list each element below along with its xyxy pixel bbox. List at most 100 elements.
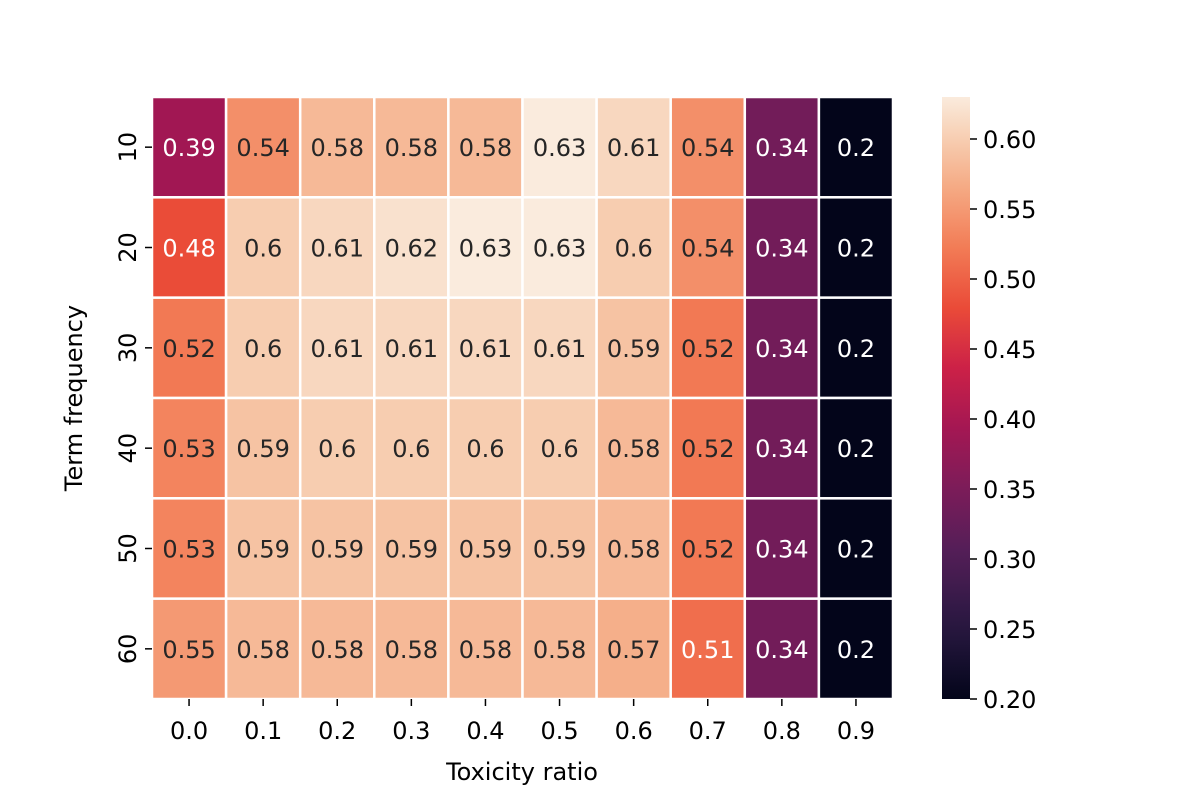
cell-value-label: 0.53 <box>162 435 215 463</box>
cell-value-label: 0.59 <box>311 536 364 564</box>
heatmap-cell <box>373 196 450 299</box>
y-tick-label: 30 <box>114 333 142 364</box>
heatmap-cell <box>224 95 302 199</box>
heatmap-cell <box>150 396 228 500</box>
cell-value-label: 0.54 <box>681 235 734 263</box>
cell-value-label: 0.57 <box>607 636 660 664</box>
cell-value-label: 0.6 <box>466 435 504 463</box>
heatmap-cell <box>224 196 302 299</box>
cell-value-label: 0.2 <box>837 335 875 363</box>
y-tick-label: 20 <box>114 232 142 263</box>
heatmap-cell <box>595 396 672 500</box>
colorbar-tick-label: 0.45 <box>983 336 1036 364</box>
cell-value-label: 0.63 <box>459 235 512 263</box>
cell-value-label: 0.2 <box>837 134 875 162</box>
x-tick-label: 0.6 <box>615 717 653 745</box>
cell-value-label: 0.58 <box>533 636 586 664</box>
heatmap-cell <box>669 497 747 600</box>
cell-value-label: 0.34 <box>755 335 808 363</box>
cell-value-label: 0.53 <box>162 536 215 564</box>
heatmap-cell <box>669 95 747 199</box>
cell-value-label: 0.61 <box>311 335 364 363</box>
cell-value-label: 0.34 <box>755 235 808 263</box>
heatmap-cell <box>373 597 450 701</box>
heatmap-cell <box>224 296 302 400</box>
cell-value-label: 0.58 <box>459 636 512 664</box>
colorbar-tick-label: 0.60 <box>983 126 1036 154</box>
x-tick-label: 0.7 <box>689 717 727 745</box>
cell-value-label: 0.61 <box>311 235 364 263</box>
cell-value-label: 0.63 <box>533 134 586 162</box>
cell-value-label: 0.59 <box>459 536 512 564</box>
colorbar-tick-label: 0.35 <box>983 476 1036 504</box>
heatmap-cell <box>521 597 598 701</box>
heatmap-cell <box>595 497 672 600</box>
heatmap-cell <box>743 196 821 299</box>
y-tick-label: 10 <box>114 132 142 163</box>
colorbar-axis: 0.20 0.25 0.30 0.35 0.40 0.45 0.50 0.55 0.60 <box>970 126 1036 714</box>
heatmap-cell <box>521 396 598 500</box>
cell-value-label: 0.52 <box>681 335 734 363</box>
heatmap-cell <box>817 296 895 400</box>
colorbar-tick-label: 0.30 <box>983 546 1036 574</box>
x-axis: 0.0 0.1 0.2 0.3 0.4 0.5 0.6 0.7 0.8 0.9 <box>170 699 875 745</box>
cell-value-label: 0.58 <box>311 636 364 664</box>
cell-value-label: 0.52 <box>162 335 215 363</box>
heatmap-cell <box>298 296 376 400</box>
colorbar-tick-label: 0.25 <box>983 616 1036 644</box>
cell-value-label: 0.6 <box>540 435 578 463</box>
cell-value-label: 0.58 <box>459 134 512 162</box>
cell-value-label: 0.63 <box>533 235 586 263</box>
cell-value-label: 0.48 <box>162 235 215 263</box>
cell-value-label: 0.58 <box>236 636 289 664</box>
colorbar <box>942 97 970 699</box>
cell-value-label: 0.2 <box>837 636 875 664</box>
cell-value-label: 0.61 <box>385 335 438 363</box>
heatmap-cell <box>447 497 524 600</box>
heatmap-cell <box>743 296 821 400</box>
heatmap-cell <box>817 497 895 600</box>
y-axis-label: Term frequency <box>60 305 88 492</box>
cell-value-label: 0.61 <box>533 335 586 363</box>
cell-value-label: 0.58 <box>385 134 438 162</box>
x-tick-label: 0.0 <box>170 717 208 745</box>
x-tick-label: 0.9 <box>837 717 875 745</box>
cell-value-label: 0.52 <box>681 435 734 463</box>
heatmap-cells: 0.39 0.54 0.58 0.58 0.58 0.63 0.61 0.54 0.34 0.2 0… <box>150 95 895 701</box>
cell-value-label: 0.6 <box>244 335 282 363</box>
x-tick-label: 0.3 <box>392 717 430 745</box>
cell-value-label: 0.39 <box>162 134 215 162</box>
cell-value-label: 0.34 <box>755 435 808 463</box>
heatmap-cell <box>521 196 598 299</box>
colorbar-tick-label: 0.55 <box>983 196 1036 224</box>
cell-value-label: 0.58 <box>385 636 438 664</box>
cell-value-label: 0.62 <box>385 235 438 263</box>
cell-value-label: 0.6 <box>615 235 653 263</box>
heatmap-cell <box>521 497 598 600</box>
colorbar-tick-label: 0.40 <box>983 406 1036 434</box>
heatmap-cell <box>521 95 598 199</box>
x-axis-label: Toxicity ratio <box>445 758 598 786</box>
cell-value-label: 0.51 <box>681 636 734 664</box>
y-tick-label: 60 <box>114 634 142 665</box>
heatmap-cell <box>669 196 747 299</box>
heatmap-cell <box>150 597 228 701</box>
cell-value-label: 0.59 <box>533 536 586 564</box>
heatmap-cell <box>224 497 302 600</box>
cell-value-label: 0.6 <box>318 435 356 463</box>
y-tick-label: 50 <box>114 533 142 564</box>
cell-value-label: 0.54 <box>681 134 734 162</box>
heatmap-cell <box>298 597 376 701</box>
y-tick-label: 40 <box>114 433 142 464</box>
cell-value-label: 0.34 <box>755 134 808 162</box>
x-tick-label: 0.2 <box>318 717 356 745</box>
heatmap-cell <box>595 296 672 400</box>
cell-value-label: 0.6 <box>244 235 282 263</box>
heatmap-cell <box>595 196 672 299</box>
cell-value-label: 0.59 <box>236 536 289 564</box>
x-tick-label: 0.8 <box>763 717 801 745</box>
cell-value-label: 0.2 <box>837 235 875 263</box>
cell-value-label: 0.59 <box>236 435 289 463</box>
x-tick-label: 0.4 <box>466 717 504 745</box>
